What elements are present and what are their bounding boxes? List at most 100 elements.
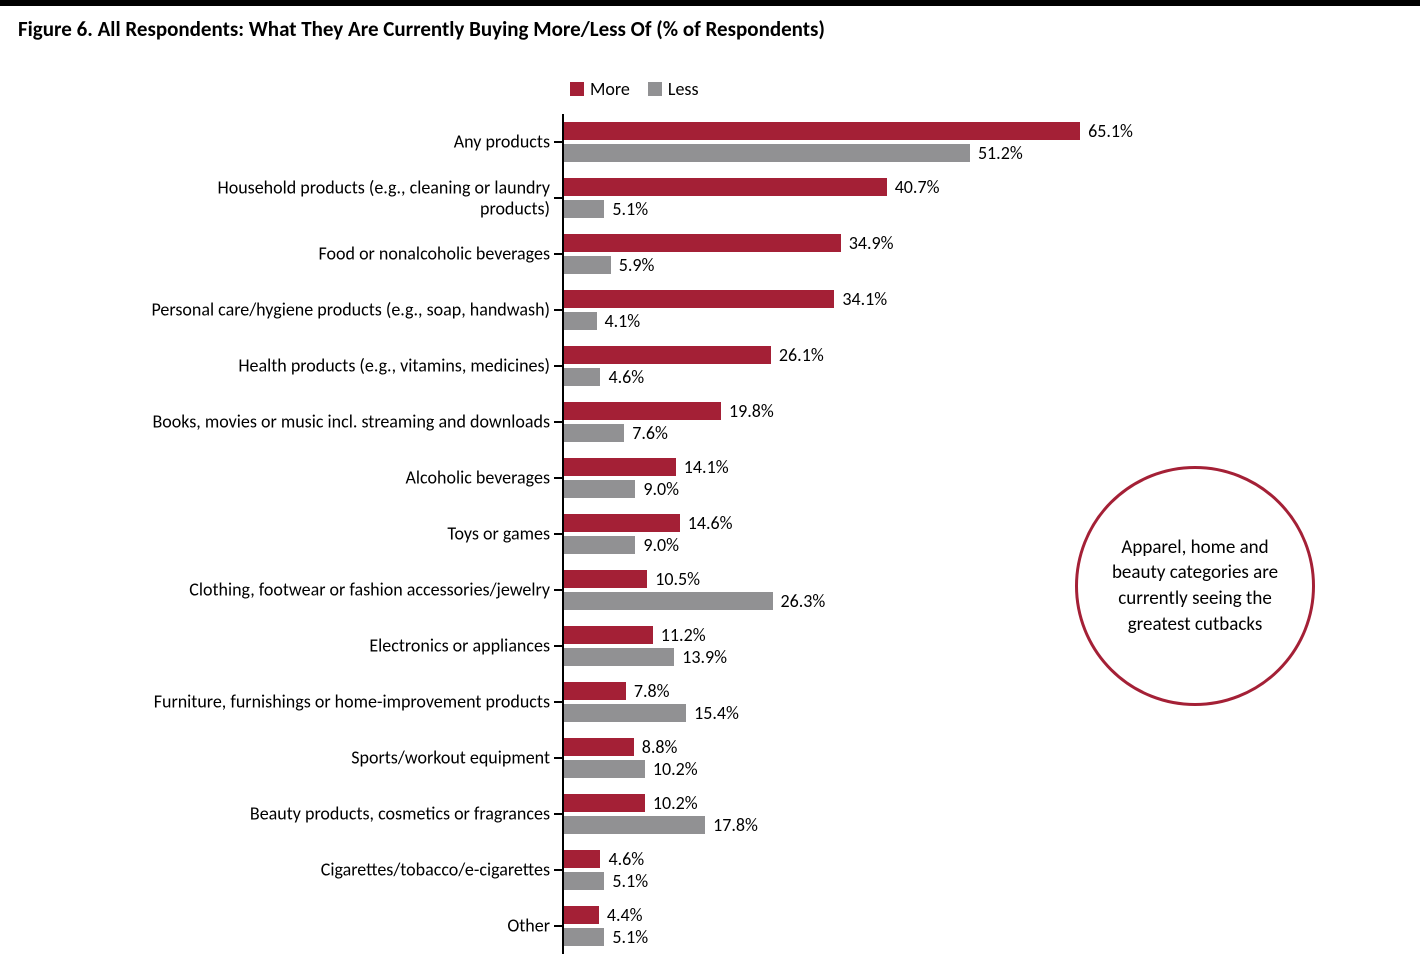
bar-value-more: 19.8% — [729, 402, 774, 420]
axis-tick — [554, 253, 562, 255]
bar-value-less: 5.1% — [612, 872, 648, 890]
bar-less — [564, 144, 970, 162]
chart-row: Other4.4%5.1% — [140, 898, 1040, 954]
bar-value-more: 8.8% — [642, 738, 678, 756]
chart-row: Clothing, footwear or fashion accessorie… — [140, 562, 1040, 618]
legend-item-more: More — [570, 78, 630, 100]
axis-tick — [554, 197, 562, 199]
bar-value-less: 5.1% — [612, 928, 648, 946]
category-label: Health products (e.g., vitamins, medicin… — [150, 356, 550, 377]
bar-more — [564, 738, 634, 756]
legend-label-more: More — [590, 78, 630, 100]
bar-more — [564, 906, 599, 924]
axis-tick — [554, 533, 562, 535]
category-label: Alcoholic beverages — [150, 468, 550, 489]
category-label: Books, movies or music incl. streaming a… — [150, 412, 550, 433]
legend-label-less: Less — [668, 78, 699, 100]
bar-more — [564, 794, 645, 812]
category-label: Toys or games — [150, 524, 550, 545]
bar-more — [564, 178, 887, 196]
bar-value-less: 51.2% — [978, 144, 1023, 162]
bar-value-more: 14.6% — [688, 514, 733, 532]
chart-row: Electronics or appliances 11.2% 13.9% — [140, 618, 1040, 674]
legend-swatch-more — [570, 82, 584, 96]
bar-value-more: 26.1% — [779, 346, 824, 364]
category-label: Any products — [150, 132, 550, 153]
axis-tick — [554, 757, 562, 759]
axis-tick — [554, 701, 562, 703]
axis-tick — [554, 477, 562, 479]
bar-less — [564, 256, 611, 274]
bar-more — [564, 682, 626, 700]
bar-value-more: 4.6% — [608, 850, 644, 868]
category-label: Food or nonalcoholic beverages — [150, 244, 550, 265]
axis-tick — [554, 421, 562, 423]
bar-more — [564, 402, 721, 420]
chart-row: Household products (e.g., cleaning or la… — [140, 170, 1040, 226]
chart-row: Furniture, furnishings or home-improveme… — [140, 674, 1040, 730]
bar-less — [564, 312, 597, 330]
figure-container: Figure 6. All Respondents: What They Are… — [0, 0, 1420, 962]
chart-row: Personal care/hygiene products (e.g., so… — [140, 282, 1040, 338]
callout-circle: Apparel, home and beauty categories are … — [1075, 466, 1315, 706]
bar-less — [564, 872, 604, 890]
bar-less — [564, 368, 600, 386]
category-label: Cigarettes/tobacco/e-cigarettes — [150, 860, 550, 881]
bar-value-more: 34.9% — [849, 234, 894, 252]
bar-less — [564, 536, 635, 554]
bar-value-less: 9.0% — [643, 480, 679, 498]
chart-row: Books, movies or music incl. streaming a… — [140, 394, 1040, 450]
bar-value-less: 7.6% — [632, 424, 668, 442]
bar-value-less: 10.2% — [653, 760, 698, 778]
category-label: Household products (e.g., cleaning or la… — [150, 177, 550, 218]
bar-more — [564, 346, 771, 364]
bar-less — [564, 816, 705, 834]
legend-swatch-less — [648, 82, 662, 96]
chart-row: Any products65.1%51.2% — [140, 114, 1040, 170]
category-label: Electronics or appliances — [150, 636, 550, 657]
axis-tick — [554, 925, 562, 927]
bar-less — [564, 704, 686, 722]
bar-value-less: 13.9% — [682, 648, 727, 666]
bar-less — [564, 648, 674, 666]
bar-more — [564, 850, 600, 868]
bar-more — [564, 626, 653, 644]
axis-tick — [554, 365, 562, 367]
bar-more — [564, 234, 841, 252]
bar-value-more: 7.8% — [634, 682, 670, 700]
chart-row: Sports/workout equipment 8.8% 10.2% — [140, 730, 1040, 786]
category-label: Furniture, furnishings or home-improveme… — [150, 692, 550, 713]
figure-title: Figure 6. All Respondents: What They Are… — [18, 16, 825, 42]
chart-row: Alcoholic beverages14.1%9.0% — [140, 450, 1040, 506]
bar-value-less: 4.6% — [608, 368, 644, 386]
category-label: Sports/workout equipment — [150, 748, 550, 769]
bar-value-less: 15.4% — [694, 704, 739, 722]
category-label: Other — [150, 916, 550, 937]
bar-less — [564, 424, 624, 442]
category-label: Clothing, footwear or fashion accessorie… — [150, 580, 550, 601]
bar-value-less: 4.1% — [605, 312, 641, 330]
bar-value-more: 40.7% — [895, 178, 940, 196]
bar-value-more: 11.2% — [661, 626, 706, 644]
bar-more — [564, 514, 680, 532]
bar-more — [564, 458, 676, 476]
bar-value-more: 10.5% — [655, 570, 700, 588]
bar-value-more: 65.1% — [1088, 122, 1133, 140]
legend-item-less: Less — [648, 78, 699, 100]
chart-row: Beauty products, cosmetics or fragrances… — [140, 786, 1040, 842]
chart-row: Food or nonalcoholic beverages 34.9% 5.9% — [140, 226, 1040, 282]
bar-less — [564, 592, 773, 610]
bar-value-less: 9.0% — [643, 536, 679, 554]
bar-more — [564, 122, 1080, 140]
bar-value-less: 5.9% — [619, 256, 655, 274]
chart-row: Toys or games 14.6% 9.0% — [140, 506, 1040, 562]
chart-row: Cigarettes/tobacco/e-cigarettes 4.6% 5.1% — [140, 842, 1040, 898]
axis-tick — [554, 813, 562, 815]
axis-tick — [554, 309, 562, 311]
bar-value-less: 26.3% — [781, 592, 826, 610]
bar-less — [564, 480, 635, 498]
axis-tick — [554, 869, 562, 871]
category-label: Personal care/hygiene products (e.g., so… — [150, 300, 550, 321]
bar-less — [564, 928, 604, 946]
chart-row: Health products (e.g., vitamins, medicin… — [140, 338, 1040, 394]
